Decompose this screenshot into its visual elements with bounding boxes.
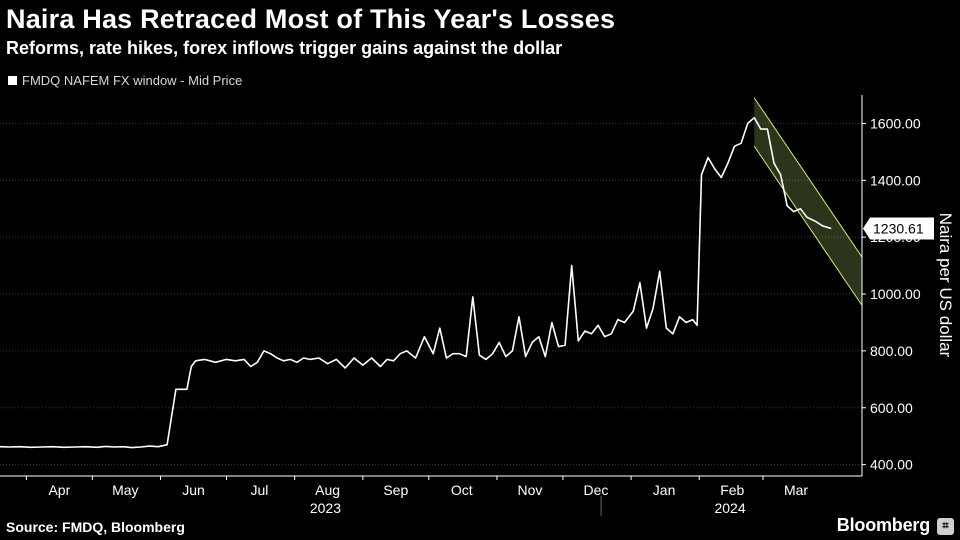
y-tick-label-0: 400.00 bbox=[870, 457, 913, 473]
y-tick-label-1: 600.00 bbox=[870, 400, 913, 416]
y-tick-label-2: 800.00 bbox=[870, 343, 913, 359]
x-tick-label-0: Apr bbox=[48, 482, 70, 498]
x-tick-label-5: Sep bbox=[383, 482, 408, 498]
last-value-label: 1230.61 bbox=[873, 220, 924, 236]
year-label-1: 2024 bbox=[714, 500, 745, 516]
bloomberg-badge-icon: ⌗ bbox=[937, 518, 954, 535]
y-tick-label-5: 1400.00 bbox=[870, 172, 921, 188]
axes bbox=[0, 95, 863, 516]
legend-swatch bbox=[8, 76, 17, 85]
bloomberg-logo: Bloomberg bbox=[836, 515, 930, 535]
trend-channel-upper bbox=[753, 97, 863, 258]
y-tick-label-6: 1600.00 bbox=[870, 115, 921, 131]
source-note: Source: FMDQ, Bloomberg bbox=[6, 519, 185, 535]
year-labels: 2023 2024 bbox=[310, 500, 746, 516]
x-tick-label-4: Aug bbox=[315, 482, 340, 498]
x-tick-label-2: Jun bbox=[182, 482, 205, 498]
x-tick-label-7: Nov bbox=[518, 482, 543, 498]
legend: FMDQ NAFEM FX window - Mid Price bbox=[8, 73, 242, 88]
trend-channel-lower bbox=[753, 145, 863, 306]
x-tick-label-10: Feb bbox=[720, 482, 744, 498]
series-line-mid-price bbox=[0, 116, 832, 449]
chart-subtitle: Reforms, rate hikes, forex inflows trigg… bbox=[6, 38, 563, 58]
x-tick-label-11: Mar bbox=[784, 482, 808, 498]
y-tick-labels: 400.00600.00800.001000.001200.001400.001… bbox=[862, 115, 921, 473]
grid-lines bbox=[0, 122, 862, 466]
x-tick-label-3: Jul bbox=[251, 482, 269, 498]
legend-label: FMDQ NAFEM FX window - Mid Price bbox=[22, 73, 243, 88]
x-tick-label-6: Oct bbox=[451, 482, 473, 498]
series-layer bbox=[0, 116, 832, 449]
trend-channel-fill bbox=[754, 97, 862, 306]
x-tick-label-8: Dec bbox=[583, 482, 608, 498]
y-axis-label: Naira per US dollar bbox=[936, 213, 955, 358]
x-tick-labels: Apr May Jun Jul Aug Sep Oct Nov Dec Jan Feb Mar bbox=[25, 476, 808, 498]
last-value-callout: 1230.61 bbox=[863, 217, 934, 240]
x-tick-label-9: Jan bbox=[653, 482, 676, 498]
year-label-0: 2023 bbox=[310, 500, 341, 516]
x-tick-label-1: May bbox=[112, 482, 138, 498]
last-value-box bbox=[863, 217, 934, 240]
chart-title: Naira Has Retraced Most of This Year's L… bbox=[6, 4, 616, 34]
trend-channel bbox=[753, 97, 863, 306]
y-tick-label-3: 1000.00 bbox=[870, 286, 921, 302]
